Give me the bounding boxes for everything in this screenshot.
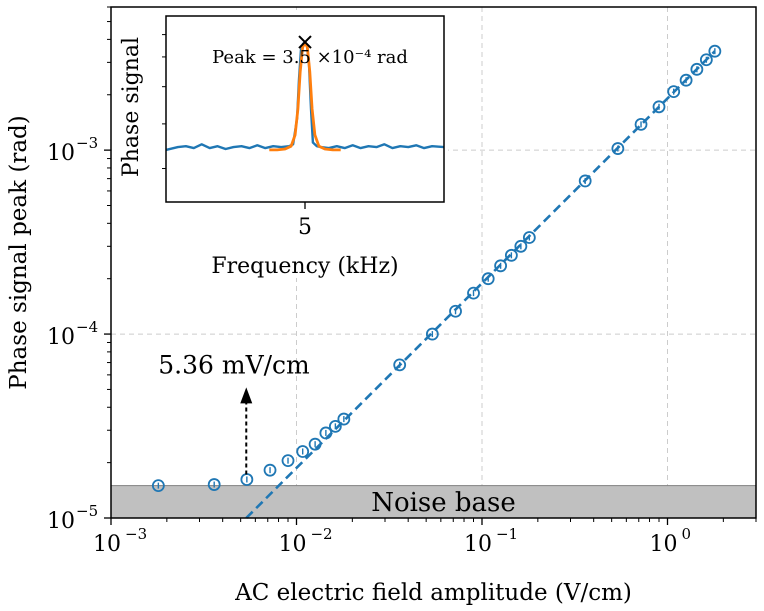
y-tick-label: 10 [47, 141, 75, 166]
chart: Noise base 5.36 mV/cm 10 −3 10 −2 10 −1 10 010−… [0, 0, 764, 611]
inset-peak-label: Peak = 3.5 ×10⁻⁴ rad [212, 47, 408, 68]
x-tick-label: 10 [464, 532, 492, 557]
x-tick-exponent: −2 [310, 525, 332, 543]
noise-band-label: Noise base [371, 488, 516, 518]
inset-chart: 5 Peak = 3.5 ×10⁻⁴ rad Frequency (kHz) P… [112, 10, 448, 279]
inset-x-tick-label: 5 [298, 215, 312, 240]
y-tick-exponent: −3 [76, 134, 98, 152]
y-tick-label: 10 [47, 509, 75, 534]
y-axis-label: Phase signal peak (rad) [6, 115, 32, 389]
x-tick-label: 10 [649, 532, 677, 557]
y-tick-exponent: −4 [76, 318, 98, 336]
threshold-arrow-head [240, 387, 252, 403]
x-tick-exponent: −3 [125, 525, 147, 543]
y-tick-exponent: −5 [76, 502, 98, 520]
x-tick-exponent: 0 [681, 525, 691, 543]
x-tick-exponent: −1 [496, 525, 518, 543]
inset-x-axis-label: Frequency (kHz) [211, 254, 398, 279]
x-tick-label: 10 [93, 532, 121, 557]
x-tick-label: 10 [278, 532, 306, 557]
x-axis-label: AC electric field amplitude (V/cm) [234, 580, 632, 606]
inset-y-axis-label: Phase signal [119, 37, 144, 177]
threshold-annotation: 5.36 mV/cm [158, 350, 310, 379]
y-tick-label: 10 [47, 325, 75, 350]
